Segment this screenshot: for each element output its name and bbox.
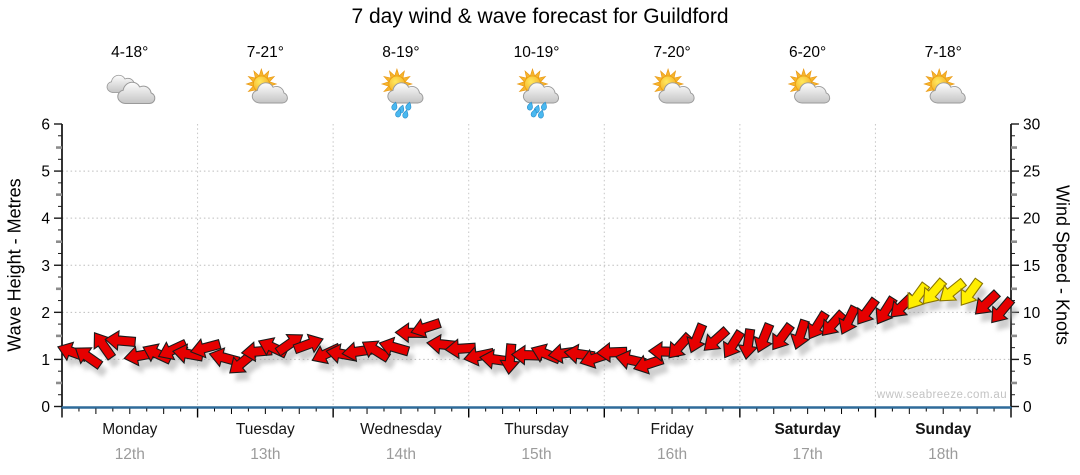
left-tick-label: 2: [41, 305, 50, 322]
right-tick-label: 30: [1023, 117, 1041, 134]
left-tick-label: 4: [41, 211, 50, 228]
wind-arrow: [807, 310, 830, 340]
wind-arrow: [939, 277, 968, 302]
wind-arrow: [157, 338, 189, 361]
wind-arrow: [703, 326, 731, 351]
right-tick-label: 25: [1023, 164, 1040, 181]
day-date: 15th: [521, 446, 551, 463]
wind-arrow-shadow: [966, 286, 988, 314]
cloud-shape: [522, 82, 560, 104]
right-tick-label: 0: [1023, 399, 1032, 416]
right-tick-label: 5: [1023, 352, 1032, 369]
day-name: Sunday: [915, 421, 971, 438]
day-name: Monday: [102, 421, 157, 438]
weather-icon-partly-cloudy: [652, 68, 695, 104]
wind-arrow: [974, 289, 1001, 315]
wind-arrow: [74, 347, 104, 370]
day-labels-row: Monday 12th Tuesday 13th Wednesday 14th Thursd…: [102, 421, 971, 463]
right-tick-label: 10: [1023, 305, 1041, 322]
raindrop: [541, 101, 547, 111]
day-date: 13th: [250, 446, 280, 463]
raindrop: [402, 109, 409, 119]
day-name: Wednesday: [360, 421, 442, 438]
weather-icon-cloudy: [106, 74, 156, 104]
wind-arrow-shadow: [996, 304, 1020, 331]
weather-icons-row: 4-18° 7-21° 8-19° 10-19° 7-20° 6-20° 7-18°: [106, 44, 966, 119]
wind-arrow: [595, 341, 628, 364]
wind-arrow: [960, 277, 984, 306]
wind-arrow: [668, 331, 694, 359]
cloud-shape: [387, 82, 424, 104]
day-name: Friday: [651, 421, 694, 438]
cloud-shape: [658, 82, 695, 104]
wind-arrow: [104, 329, 137, 352]
day-temperature: 8-19°: [382, 44, 419, 61]
wind-arrow: [463, 345, 495, 367]
weather-icon-partly-cloudy: [245, 68, 288, 104]
raindrop: [538, 109, 544, 119]
wind-arrow: [499, 343, 521, 375]
cloud-shape: [251, 82, 288, 104]
raindrop: [527, 101, 533, 111]
day-name: Thursday: [504, 421, 569, 438]
day-date: 14th: [386, 446, 416, 463]
wind-arrow: [772, 321, 795, 351]
day-name: Tuesday: [236, 421, 295, 438]
wind-arrow: [857, 296, 880, 325]
left-tick-label: 0: [41, 399, 50, 416]
day-date: 18th: [928, 446, 958, 463]
day-date: 12th: [115, 446, 145, 463]
day-temperature: 10-19°: [514, 44, 560, 61]
right-tick-label: 15: [1023, 258, 1040, 275]
wind-arrow: [444, 338, 477, 360]
day-temperature: 6-20°: [789, 44, 826, 61]
wind-arrow: [410, 318, 442, 339]
weather-icon-partly-cloudy: [923, 68, 966, 104]
day-date: 17th: [793, 446, 823, 463]
raindrop: [530, 108, 537, 118]
wind-arrow: [378, 336, 411, 357]
cloud-shape: [929, 82, 966, 104]
wind-arrow: [838, 304, 860, 335]
wind-arrow: [189, 338, 222, 359]
day-name: Saturday: [774, 421, 841, 438]
day-temperature: 7-18°: [925, 44, 962, 61]
weather-icon-showers: [516, 68, 560, 119]
left-tick-label: 1: [41, 352, 50, 369]
wind-arrow: [875, 295, 898, 325]
cloud-shape: [117, 81, 156, 104]
watermark: www.seabreeze.com.au: [876, 389, 1007, 401]
wind-arrow: [922, 277, 948, 305]
wind-arrow: [737, 328, 759, 360]
cloud-shape: [794, 82, 831, 104]
right-tick-label: 20: [1023, 211, 1041, 228]
day-temperature: 4-18°: [111, 44, 148, 61]
day-temperature: 7-20°: [653, 44, 690, 61]
raindrop: [405, 101, 412, 111]
left-tick-label: 3: [41, 258, 50, 275]
wind-arrow: [93, 332, 117, 361]
wind-arrow: [686, 322, 708, 354]
page-title: 7 day wind & wave forecast for Guildford: [351, 5, 729, 28]
raindrop: [395, 108, 402, 118]
left-tick-label: 6: [41, 117, 50, 134]
wind-arrow: [821, 309, 847, 337]
left-tick-label: 5: [41, 164, 50, 181]
wind-arrow: [789, 318, 811, 350]
day-date: 16th: [657, 446, 687, 463]
wind-arrow: [722, 329, 746, 359]
wind-arrow: [991, 295, 1016, 324]
weather-icon-partly-cloudy: [787, 68, 831, 104]
wind-arrow: [907, 281, 931, 310]
day-temperature: 7-21°: [247, 44, 284, 61]
raindrop: [391, 101, 398, 111]
wind-arrow-shadow: [709, 334, 735, 359]
arrow-band-shadow: [62, 286, 1020, 383]
wind-arrow: [753, 321, 775, 354]
wind-arrow: [292, 333, 324, 355]
axes: 0 1 2 3 4 5 6 0 5 10 15 20 25 30: [41, 117, 1041, 418]
wind-arrow-band: [57, 277, 1016, 375]
weather-icon-showers: [380, 68, 424, 119]
